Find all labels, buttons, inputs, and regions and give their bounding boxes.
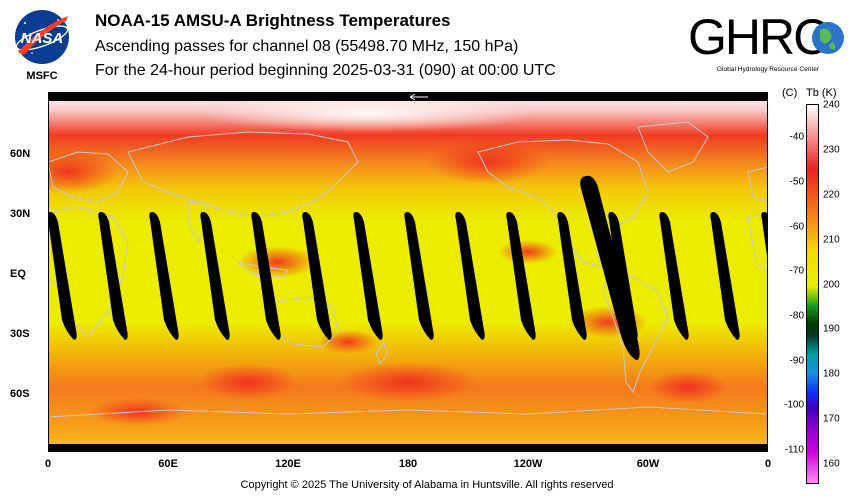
colorbar-celsius-tick: -50 [789,176,804,188]
warm-spot [428,140,548,184]
swath-gap [251,212,281,340]
warm-spot [498,240,558,264]
swath-gap [48,212,77,340]
svg-text:MSFC: MSFC [26,70,57,82]
lon-label-120w: 120W [513,458,543,470]
warm-anomalies [48,96,728,426]
colorbar-celsius-tick: -40 [789,131,804,143]
colorbar-celsius-tick: -110 [784,444,804,456]
warm-spot [48,150,118,194]
svg-text:GHRC: GHRC [688,9,828,65]
colorbar-kelvin-tick: 240 [823,99,840,111]
lon-label-60w: 60W [636,458,660,470]
colorbar-kelvin-tick: 160 [823,458,840,470]
swath-gap [557,212,587,340]
colorbar-kelvin-header: Tb (K) [806,87,837,99]
colorbar-kelvin-tick: 210 [823,234,840,246]
south-pole-gap [48,444,768,452]
period-subtitle: For the 24-hour period beginning 2025-03… [95,62,556,79]
colorbar-celsius-tick: -100 [783,399,804,411]
lat-label-60s: 60S [10,388,30,400]
swath-gap [659,212,689,340]
north-pole-gap [48,92,768,101]
swath-gap [580,175,640,360]
swath-gap [761,212,768,263]
nasa-logo: NASA MSFC [12,8,72,82]
colorbar-kelvin-tick: 170 [823,413,840,425]
lon-label-0: 0 [44,458,52,470]
page-title: NOAA-15 AMSU-A Brightness Temperatures [95,11,451,30]
swath-gap [404,212,434,340]
colorbar-celsius-tick: -80 [789,310,804,322]
colorbar-celsius-header: (C) [782,87,798,99]
lat-label-60n: 60N [10,148,31,160]
colorbar-kelvin-tick: 220 [823,189,840,201]
swath-gap [200,212,230,340]
data-gaps [48,175,768,360]
copyright-notice: Copyright © 2025 The University of Alaba… [240,479,614,491]
swath-gap [98,212,128,340]
lon-label-120e: 120E [275,458,301,470]
warm-spot [318,330,378,354]
ghrc-logo: GHRC Global Hydrology Resource Center [686,8,850,78]
swath-gap [149,212,179,340]
colorbar-celsius-tick: -70 [789,265,804,277]
cold-pole-region [198,96,538,132]
lon-label-60e: 60E [158,458,178,470]
colorbar [806,104,819,484]
lat-label-30s: 30S [10,328,30,340]
colorbar-kelvin-tick: 190 [823,323,840,335]
swath-gap [710,212,740,340]
lat-label-30n: 30N [10,208,31,220]
warm-spot [648,371,728,403]
swath-gap [302,212,332,340]
svg-text:Global Hydrology Resource Cent: Global Hydrology Resource Center [717,66,820,73]
warm-spot [238,246,318,278]
lon-label-0-east: 0 [764,458,772,470]
warm-spot [338,362,478,402]
colorbar-kelvin-tick: 230 [823,144,840,156]
swath-gap [455,212,485,340]
swath-gap [353,212,383,340]
brightness-map [48,92,768,452]
direction-arrow-icon [409,93,428,101]
lat-label-eq: EQ [10,268,26,280]
swath-gap [608,212,638,340]
colorbar-kelvin-tick: 200 [823,279,840,291]
channel-subtitle: Ascending passes for channel 08 (55498.7… [95,38,519,55]
colorbar-kelvin-tick: 180 [823,368,840,380]
swath-gap [506,212,536,340]
warm-spot [198,364,298,400]
lon-label-180: 180 [398,458,418,470]
colorbar-celsius-tick: -60 [789,221,804,233]
svg-text:NASA: NASA [21,30,64,47]
colorbar-celsius-tick: -90 [789,355,804,367]
